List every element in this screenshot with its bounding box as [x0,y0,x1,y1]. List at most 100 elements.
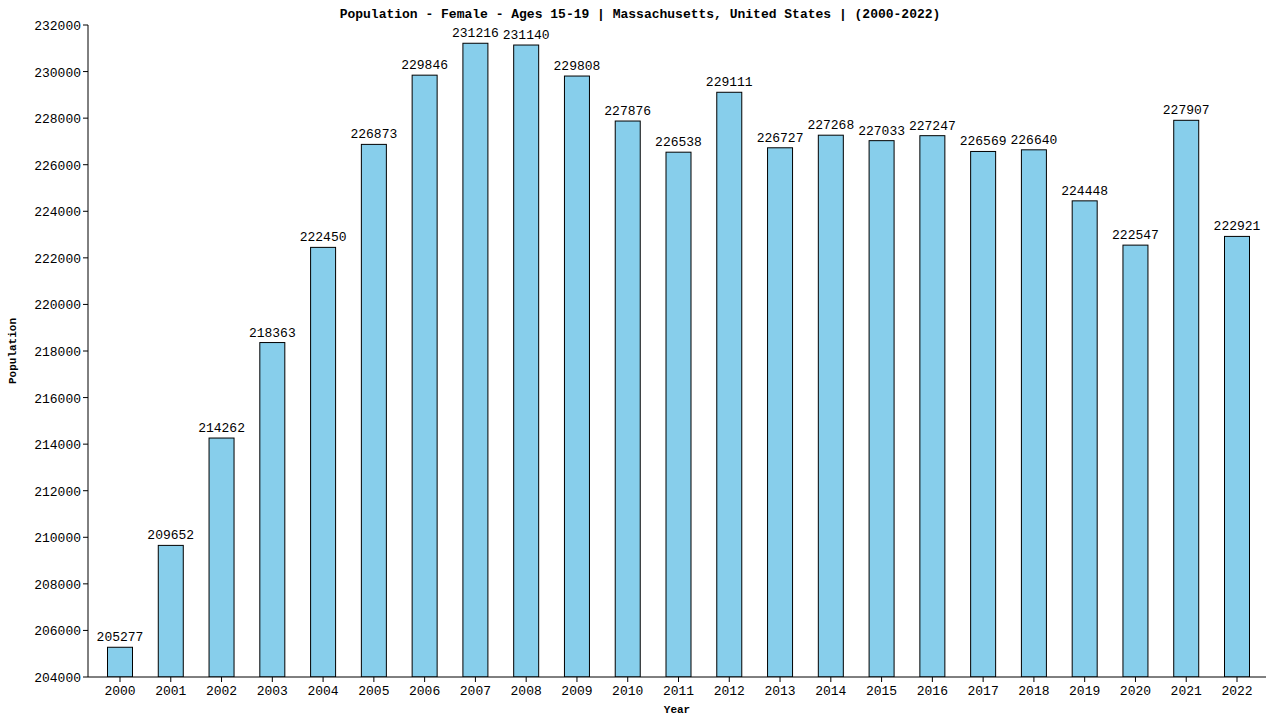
bar [1225,236,1250,677]
chart: Population - Female - Ages 15-19 | Massa… [0,0,1280,720]
x-tick-label: 2009 [561,684,592,699]
data-label: 222921 [1214,219,1261,234]
y-tick-label: 208000 [34,578,81,593]
data-label: 229808 [554,59,601,74]
x-tick-label: 2010 [612,684,643,699]
x-tick-label: 2012 [714,684,745,699]
x-axis [88,677,1266,678]
x-tick [932,677,933,682]
x-tick-label: 2019 [1069,684,1100,699]
data-label: 227907 [1163,103,1210,118]
data-label: 226873 [350,127,397,142]
y-axis-label: Population [7,318,19,384]
y-tick-label: 216000 [34,392,81,407]
bar [514,45,539,677]
bar [818,135,843,677]
x-tick-label: 2004 [307,684,338,699]
y-tick-label: 210000 [34,531,81,546]
y-tick-label: 226000 [34,159,81,174]
y-tick-label: 222000 [34,252,81,267]
data-label: 222450 [300,230,347,245]
bar [666,152,691,677]
bar [920,136,945,677]
data-label: 227876 [604,104,651,119]
x-tick [1033,677,1034,682]
data-label: 231216 [452,26,499,41]
x-tick-label: 2005 [358,684,389,699]
bar [108,647,133,677]
data-label: 224448 [1061,184,1108,199]
data-label: 226727 [757,131,804,146]
bar [615,121,640,677]
data-label: 227268 [807,118,854,133]
bar [564,76,589,677]
bar [971,151,996,677]
x-tick [526,677,527,682]
x-tick-label: 2008 [511,684,542,699]
bar [361,144,386,677]
data-label: 209652 [147,528,194,543]
x-tick-label: 2022 [1221,684,1252,699]
y-tick [83,118,88,119]
y-tick-label: 224000 [34,205,81,220]
x-tick [1237,677,1238,682]
y-tick [83,444,88,445]
bar [1072,201,1097,677]
data-label: 226538 [655,135,702,150]
x-tick [475,677,476,682]
y-tick [83,583,88,584]
bars [108,43,1250,677]
x-tick [120,677,121,682]
bar [158,545,183,677]
y-tick [83,397,88,398]
y-tick [83,304,88,305]
x-tick [170,677,171,682]
x-tick [373,677,374,682]
bar [1174,120,1199,677]
y-tick [83,351,88,352]
x-tick-label: 2001 [155,684,186,699]
y-tick [83,25,88,26]
data-label: 227247 [909,119,956,134]
x-tick [830,677,831,682]
x-tick [983,677,984,682]
data-label: 218363 [249,326,296,341]
y-tick-label: 212000 [34,485,81,500]
x-tick-label: 2011 [663,684,694,699]
x-tick-label: 2017 [968,684,999,699]
bar [412,75,437,677]
x-tick-label: 2003 [257,684,288,699]
x-tick [678,677,679,682]
y-tick [83,677,88,678]
data-label: 214262 [198,421,245,436]
bar [463,43,488,677]
data-label: 229111 [706,75,753,90]
data-label: 205277 [97,630,144,645]
x-tick [780,677,781,682]
x-tick [424,677,425,682]
y-tick-label: 206000 [34,624,81,639]
data-label: 227033 [858,124,905,139]
bar [260,343,285,677]
x-tick [1186,677,1187,682]
x-tick [323,677,324,682]
y-tick [83,537,88,538]
data-label: 226640 [1011,133,1058,148]
y-tick [83,257,88,258]
x-tick [1084,677,1085,682]
y-tick [83,164,88,165]
y-tick-label: 232000 [34,19,81,34]
y-axis [88,25,89,677]
x-tick-label: 2018 [1018,684,1049,699]
y-tick-label: 218000 [34,345,81,360]
x-tick [729,677,730,682]
x-tick [576,677,577,682]
x-tick [272,677,273,682]
title: Population - Female - Ages 15-19 | Massa… [340,7,941,22]
data-label: 231140 [503,28,550,43]
y-tick [83,630,88,631]
y-tick-label: 230000 [34,66,81,81]
x-tick-label: 2013 [764,684,795,699]
y-tick [83,211,88,212]
bar [209,438,234,677]
